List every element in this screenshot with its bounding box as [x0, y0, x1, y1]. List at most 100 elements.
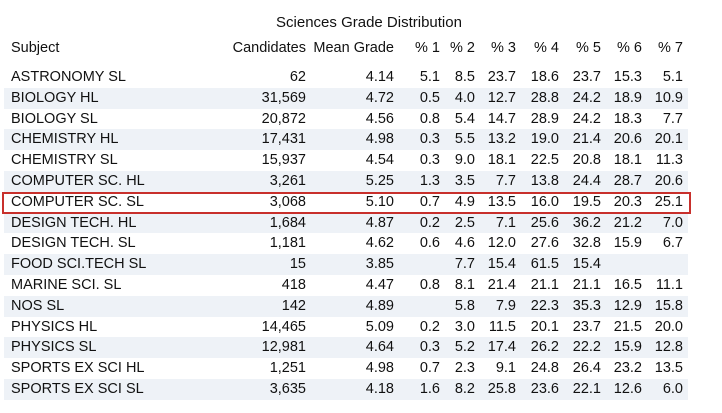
cell-pct-6: 12.9 — [613, 297, 642, 314]
cell-pct-3: 12.0 — [487, 235, 516, 252]
cell-subject: NOS SL — [11, 297, 65, 314]
cell-pct-4: 22.5 — [530, 152, 559, 169]
table-row: BIOLOGY HL 31,569 4.72 0.5 4.0 12.7 28.8 24.2 18… — [4, 87, 688, 109]
cell-subject: CHEMISTRY SL — [11, 152, 118, 169]
cell-pct-7: 6.7 — [662, 235, 683, 252]
cell-mean-grade: 4.64 — [365, 339, 394, 356]
cell-subject: BIOLOGY SL — [11, 110, 98, 127]
cell-pct-3: 23.7 — [487, 69, 516, 85]
cell-pct-3: 12.7 — [487, 89, 516, 106]
cell-mean-grade: 4.54 — [365, 152, 394, 169]
cell-pct-7: 11.3 — [655, 152, 683, 169]
cell-pct-3: 9.1 — [495, 360, 516, 377]
cell-subject: COMPUTER SC. SL — [11, 193, 144, 210]
cell-pct-5: 36.2 — [572, 214, 601, 231]
cell-pct-3: 18.1 — [487, 152, 516, 169]
cell-mean-grade: 4.56 — [365, 110, 394, 127]
header-subject: Subject — [11, 40, 60, 56]
cell-pct-5: 21.1 — [572, 276, 601, 293]
cell-pct-4: 28.9 — [530, 110, 559, 127]
cell-pct-3: 21.4 — [487, 276, 516, 293]
cell-pct-5: 24.4 — [572, 172, 601, 189]
cell-subject: PHYSICS SL — [11, 339, 97, 356]
cell-pct-1: 1.3 — [419, 172, 440, 189]
cell-pct-7: 20.6 — [654, 172, 683, 189]
cell-pct-7: 7.7 — [662, 110, 683, 127]
cell-pct-2: 7.7 — [454, 256, 475, 273]
table-row: SPORTS EX SCI SL 3,635 4.18 1.6 8.2 25.8 23.6 2… — [4, 378, 688, 400]
table-row: CHEMISTRY SL 15,937 4.54 0.3 9.0 18.1 22.5 20.8… — [4, 150, 688, 171]
cell-candidates: 62 — [289, 69, 306, 85]
header-candidates: Candidates — [232, 40, 306, 56]
header-pct-7: % 7 — [658, 40, 683, 56]
cell-candidates: 15,937 — [261, 152, 306, 169]
cell-pct-2: 5.4 — [454, 110, 475, 127]
cell-pct-5: 35.3 — [572, 297, 601, 314]
table-row: PHYSICS HL 14,465 5.09 0.2 3.0 11.5 20.1 23.7 21… — [4, 317, 688, 338]
cell-candidates: 1,181 — [269, 235, 306, 252]
cell-mean-grade: 4.72 — [365, 89, 394, 106]
cell-pct-7: 13.5 — [654, 360, 683, 377]
cell-pct-2: 3.5 — [454, 172, 475, 189]
cell-pct-1: 0.7 — [419, 193, 440, 210]
cell-candidates: 20,872 — [261, 110, 306, 127]
cell-mean-grade: 3.85 — [365, 256, 394, 273]
cell-pct-5: 21.4 — [572, 131, 601, 148]
cell-mean-grade: 4.87 — [365, 214, 394, 231]
cell-pct-1: 0.8 — [419, 276, 440, 293]
cell-pct-7: 15.8 — [654, 297, 683, 314]
cell-pct-6: 28.7 — [613, 172, 642, 189]
cell-candidates: 17,431 — [261, 131, 306, 148]
table-row: BIOLOGY SL 20,872 4.56 0.8 5.4 14.7 28.9 24.2 18… — [4, 109, 688, 130]
cell-subject: BIOLOGY HL — [11, 89, 99, 106]
cell-pct-5: 22.2 — [572, 339, 601, 356]
cell-pct-3: 17.4 — [487, 339, 516, 356]
cell-pct-7: 12.8 — [654, 339, 683, 356]
cell-pct-6: 18.9 — [613, 89, 642, 106]
cell-candidates: 15 — [289, 256, 306, 273]
cell-pct-2: 5.2 — [454, 339, 475, 356]
cell-pct-5: 26.4 — [572, 360, 601, 377]
header-pct-1: % 1 — [415, 40, 440, 56]
cell-candidates: 418 — [281, 276, 306, 293]
cell-pct-4: 24.8 — [530, 360, 559, 377]
cell-pct-6: 15.3 — [613, 69, 642, 85]
cell-pct-3: 15.4 — [487, 256, 516, 273]
cell-pct-1: 0.2 — [419, 318, 440, 335]
cell-pct-7: 25.1 — [654, 193, 683, 210]
cell-subject: DESIGN TECH. SL — [11, 235, 136, 252]
table-row: FOOD SCI.TECH SL 15 3.85 7.7 15.4 61.5 15.4 — [4, 254, 688, 275]
cell-pct-4: 23.6 — [530, 380, 559, 397]
cell-pct-3: 13.5 — [487, 193, 516, 210]
cell-pct-1: 0.3 — [419, 339, 440, 356]
cell-pct-4: 28.8 — [530, 89, 559, 106]
cell-mean-grade: 5.10 — [365, 193, 394, 210]
cell-subject: FOOD SCI.TECH SL — [11, 256, 147, 273]
cell-pct-1: 0.3 — [419, 152, 440, 169]
cell-candidates: 12,981 — [261, 339, 306, 356]
header-pct-5: % 5 — [576, 40, 601, 56]
cell-mean-grade: 4.62 — [365, 235, 394, 252]
table-row: MARINE SCI. SL 418 4.47 0.8 8.1 21.4 21.1 21.1 1… — [4, 275, 688, 296]
cell-candidates: 3,261 — [269, 172, 306, 189]
cell-pct-6: 21.5 — [613, 318, 642, 335]
header-mean-grade: Mean Grade — [313, 40, 394, 56]
cell-candidates: 31,569 — [261, 89, 306, 106]
cell-pct-2: 4.9 — [454, 193, 475, 210]
table-row: DESIGN TECH. HL 1,684 4.87 0.2 2.5 7.1 25.6 36.… — [4, 212, 688, 234]
cell-mean-grade: 4.14 — [365, 69, 394, 85]
cell-subject: SPORTS EX SCI SL — [11, 380, 144, 397]
cell-pct-5: 19.5 — [572, 193, 601, 210]
header-pct-3: % 3 — [491, 40, 516, 56]
cell-candidates: 142 — [281, 297, 306, 314]
cell-pct-5: 20.8 — [572, 152, 601, 169]
table-row: PHYSICS SL 12,981 4.64 0.3 5.2 17.4 26.2 22.2 15… — [4, 337, 688, 359]
table-row: CHEMISTRY HL 17,431 4.98 0.3 5.5 13.2 19.0 21.4… — [4, 129, 688, 151]
cell-candidates: 1,251 — [269, 360, 306, 377]
table-row: SPORTS EX SCI HL 1,251 4.98 0.7 2.3 9.1 24.8 26… — [4, 358, 688, 379]
cell-pct-6: 18.1 — [613, 152, 642, 169]
cell-pct-3: 14.7 — [487, 110, 516, 127]
cell-candidates: 1,684 — [269, 214, 306, 231]
cell-pct-3: 7.1 — [495, 214, 516, 231]
